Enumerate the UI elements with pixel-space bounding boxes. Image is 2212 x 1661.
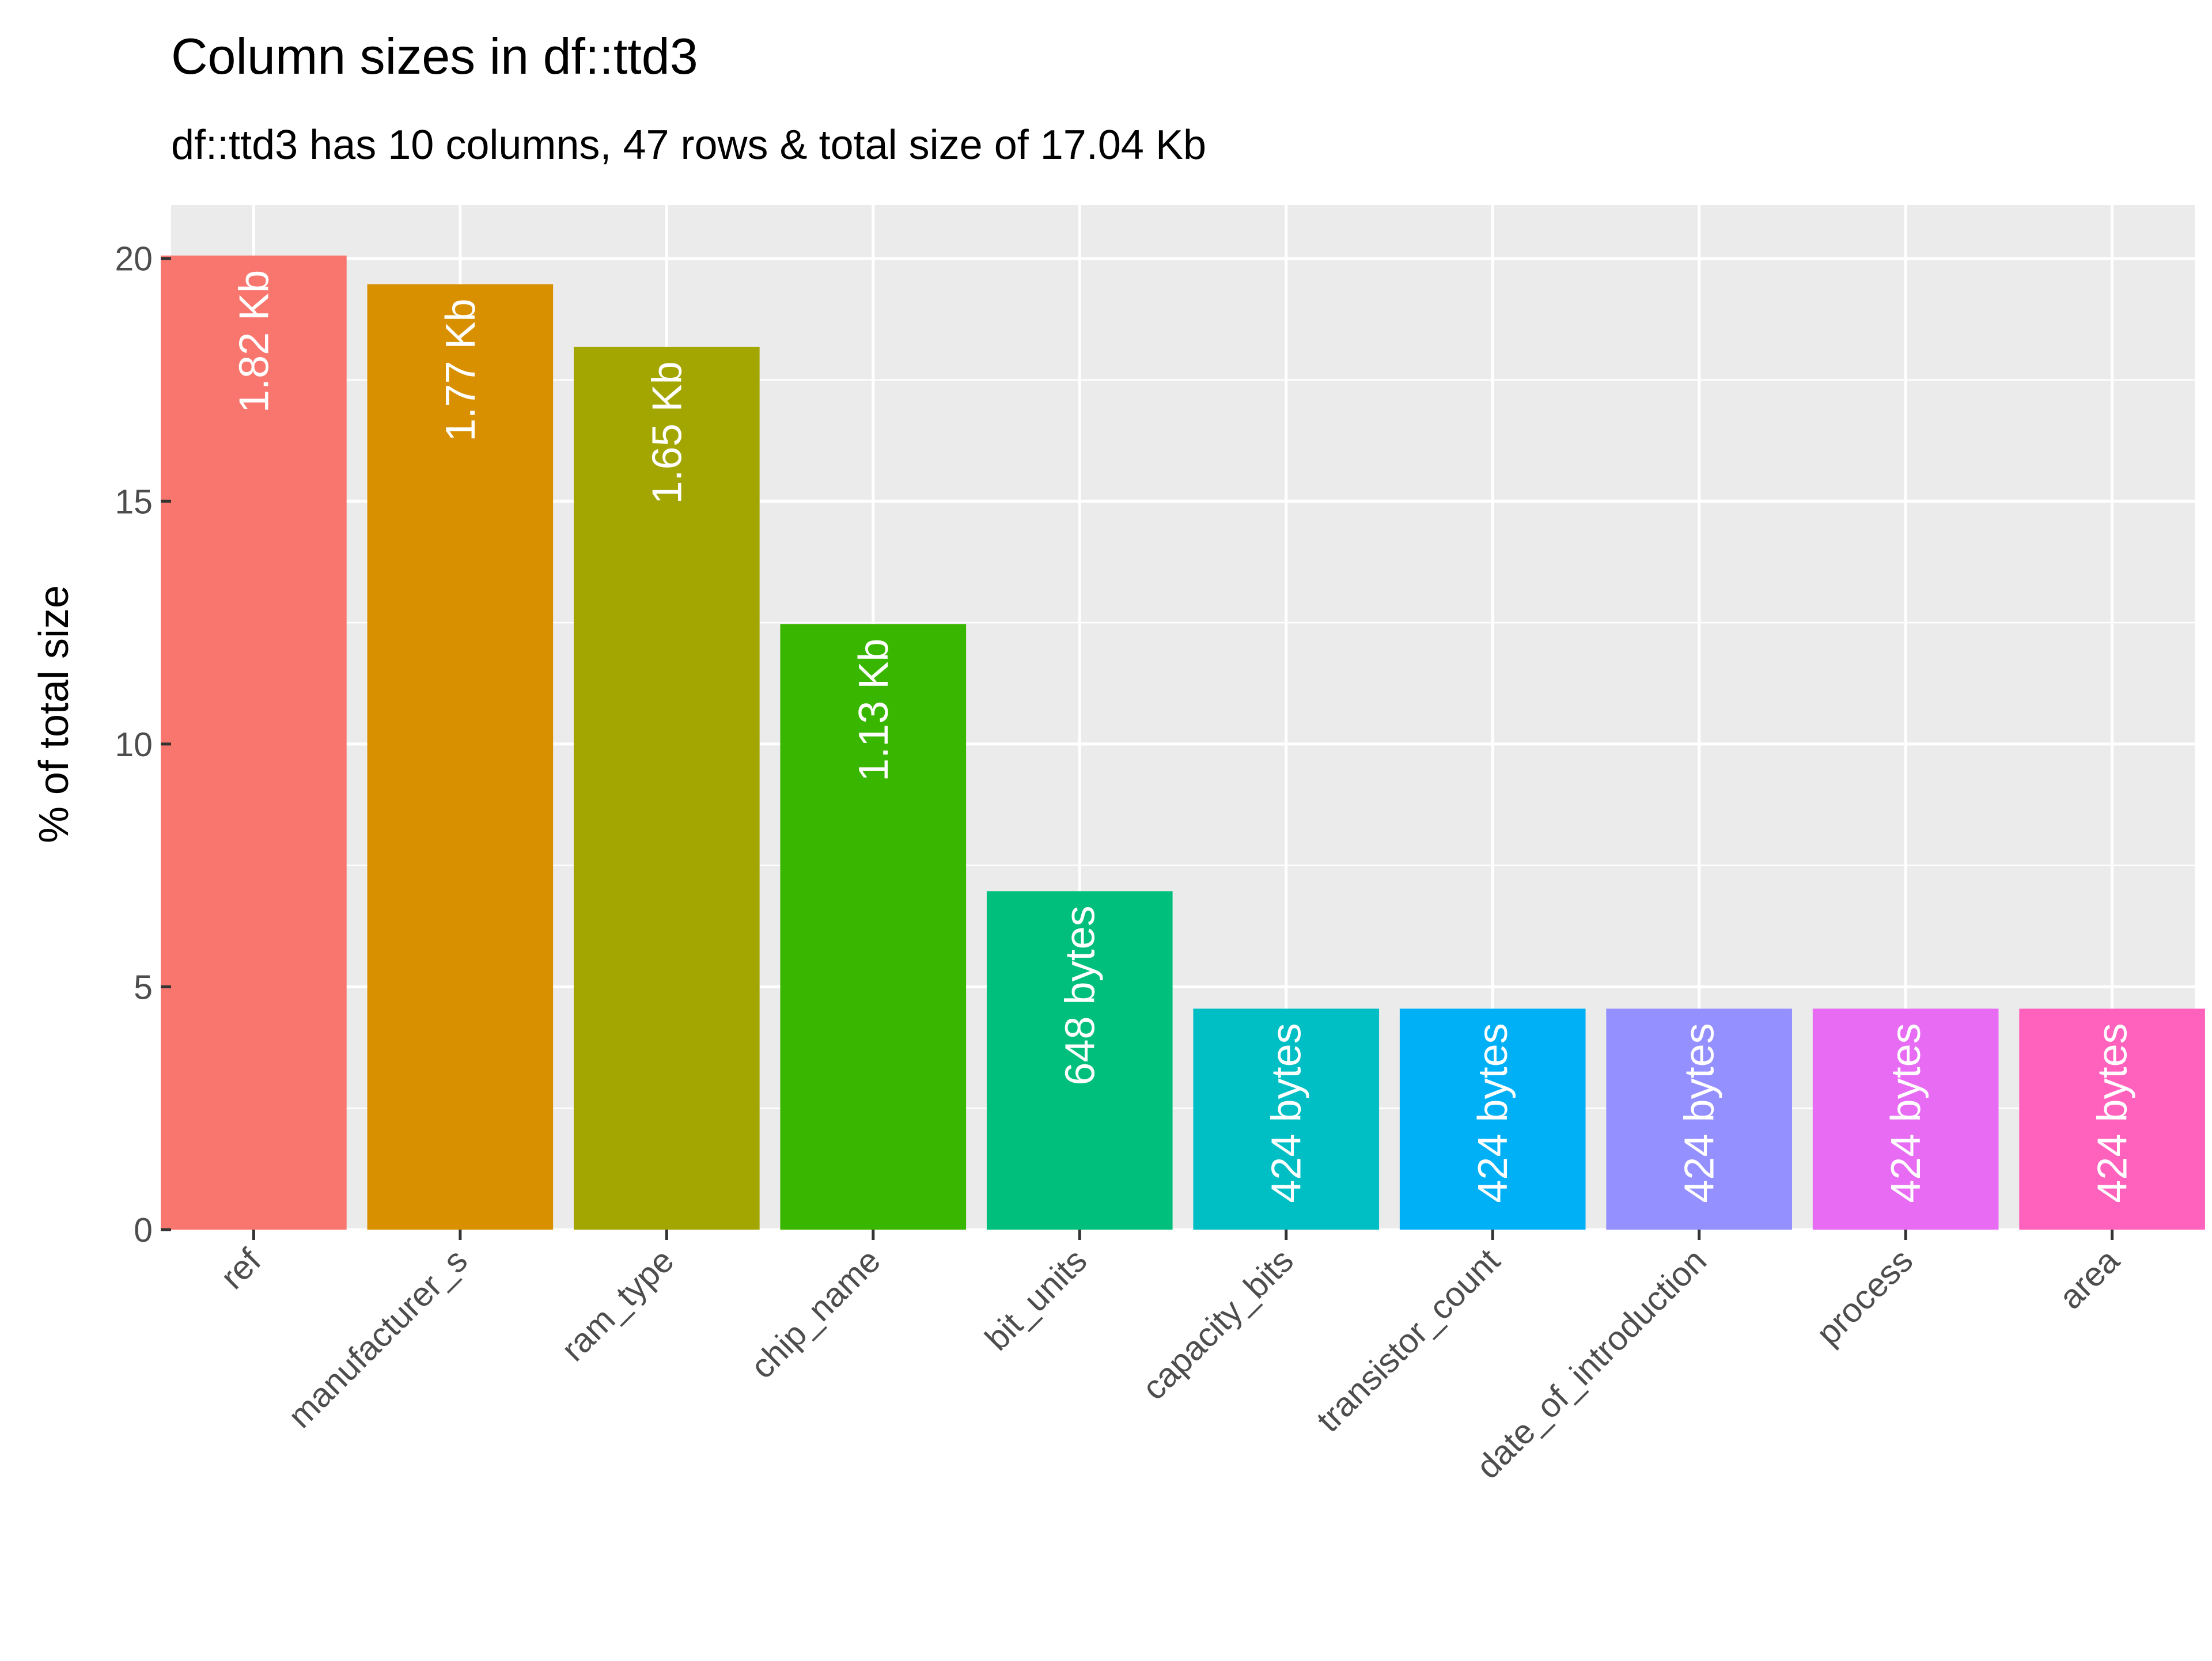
bar-area [2019, 1008, 2205, 1230]
bar-capacity_bits [1193, 1008, 1380, 1230]
x-tick-label: date_of_introduction [1469, 1242, 1714, 1486]
bar-chip_name [780, 624, 967, 1230]
bar-value-label: 424 bytes [1677, 1023, 1723, 1203]
bar-value-label: 1.65 Kb [644, 361, 690, 504]
bar-value-label: 1.77 Kb [438, 298, 484, 441]
x-tick-label: manufacturer_s [281, 1242, 475, 1436]
bar-value-label: 424 bytes [1264, 1023, 1310, 1203]
x-tick-label: ref [213, 1241, 268, 1296]
bar-value-label: 424 bytes [1470, 1023, 1516, 1203]
bar-ram_type [574, 347, 760, 1230]
bar-value-label: 1.13 Kb [851, 639, 897, 782]
bar-transistor_count [1399, 1008, 1586, 1230]
y-axis-label: % of total size [31, 585, 77, 843]
x-tick-label: ram_type [554, 1242, 681, 1369]
bar-bit_units [986, 891, 1173, 1230]
x-tick-label: capacity_bits [1135, 1242, 1301, 1408]
chart-subtitle: df::ttd3 has 10 columns, 47 rows & total… [171, 122, 1206, 168]
x-tick-label: process [1809, 1242, 1921, 1353]
bar-process [1812, 1008, 1999, 1230]
x-tick-label: transistor_count [1309, 1242, 1507, 1439]
bar-date_of_introduction [1606, 1008, 1792, 1230]
x-tick-label: area [2052, 1241, 2127, 1316]
chart-title: Column sizes in df::ttd3 [171, 28, 698, 85]
y-tick-label: 0 [134, 1211, 153, 1249]
bar-value-label: 424 bytes [2090, 1023, 2136, 1203]
bar-manufacturer_s [367, 284, 554, 1230]
x-tick-label: bit_units [978, 1242, 1094, 1358]
bars [161, 255, 2205, 1230]
y-tick-label: 20 [115, 240, 153, 278]
y-tick-label: 15 [115, 483, 153, 521]
x-tick-label: chip_name [743, 1242, 888, 1386]
bar-value-label: 1.82 Kb [231, 270, 277, 413]
y-tick-label: 5 [134, 968, 153, 1006]
bar-ref [161, 255, 347, 1230]
y-tick-label: 10 [115, 726, 153, 764]
bar-value-label: 424 bytes [1883, 1023, 1929, 1203]
bar-labels: 1.82 Kb 1.77 Kb 1.65 Kb 1.13 Kb 648 bytes 424… [231, 270, 2135, 1203]
bar-value-label: 648 bytes [1057, 905, 1103, 1085]
